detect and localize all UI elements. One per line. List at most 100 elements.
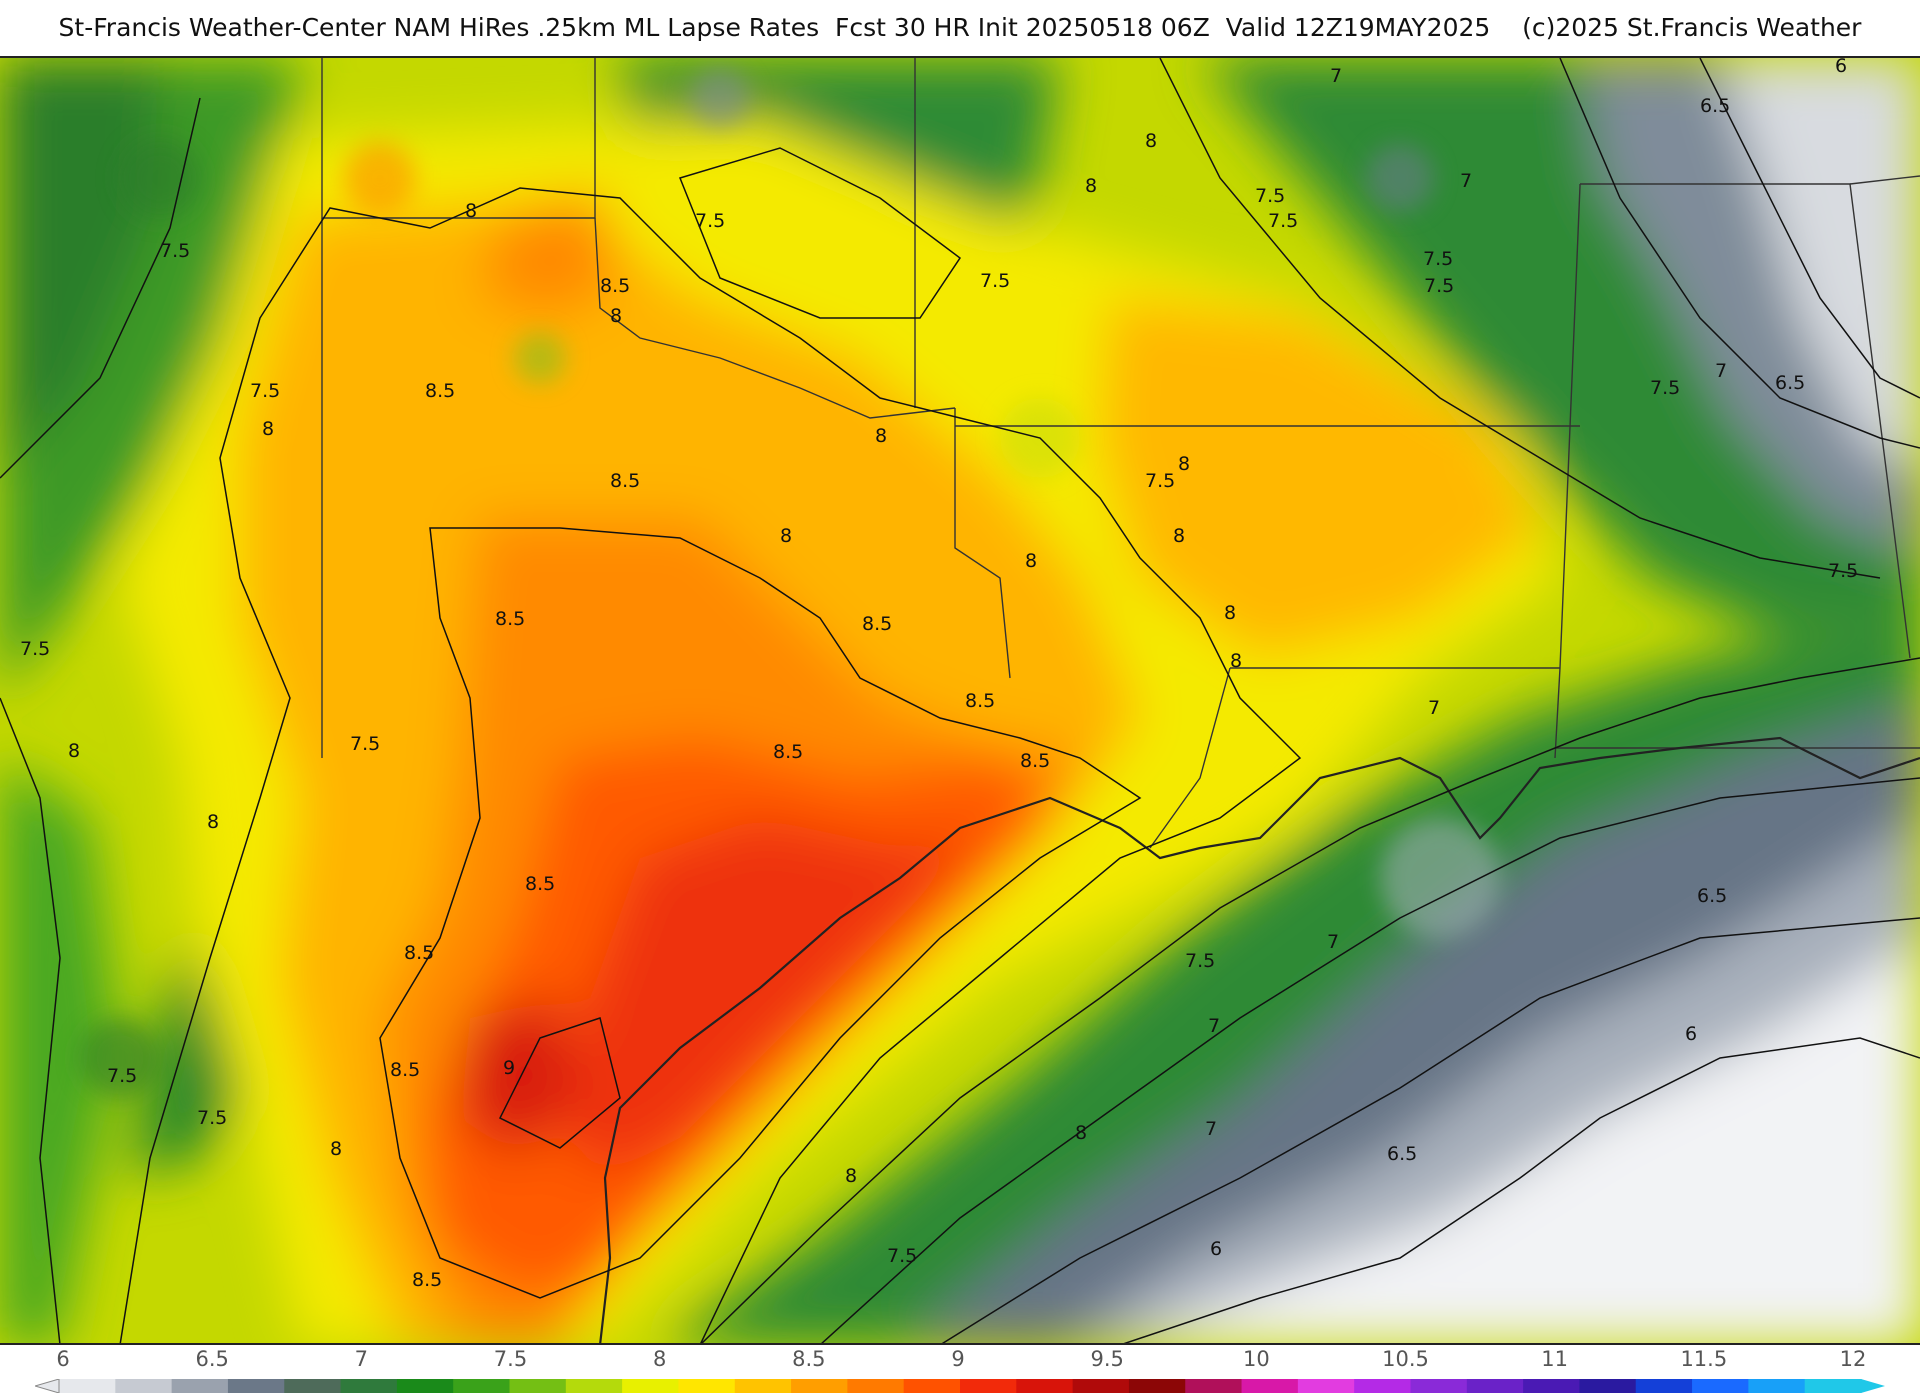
field-west-darkgreen <box>0 58 160 478</box>
contour-label: 7.5 <box>887 1245 917 1267</box>
colorbar-tick-label: 10.5 <box>1382 1347 1429 1371</box>
contour-ne-6-5 <box>1699 58 1920 399</box>
colorbar-swatch <box>1241 1379 1299 1393</box>
contour-8-5 <box>379 527 1142 1299</box>
contour-label: 7.5 <box>1828 560 1858 582</box>
speckle-6 <box>344 142 416 214</box>
speckle-1 <box>120 138 200 218</box>
colorbar-tick-label: 9 <box>951 1347 965 1371</box>
colorbar-swatch <box>453 1379 511 1393</box>
colorbar-swatch <box>509 1379 567 1393</box>
contour-label: 7 <box>1208 1015 1220 1037</box>
contour-label: 7.5 <box>1423 248 1453 270</box>
contour-gulf-6 <box>1123 1037 1920 1343</box>
contour-label: 6 <box>1835 58 1847 77</box>
boundary-panhandle <box>321 58 596 219</box>
contour-label: 7 <box>1330 65 1342 87</box>
contour-label: 6.5 <box>1387 1143 1417 1165</box>
colorbar-swatch <box>1748 1379 1806 1393</box>
contour-label: 8 <box>1085 175 1097 197</box>
contour-label: 7.5 <box>197 1107 227 1129</box>
contour-label: 6.5 <box>1775 372 1805 394</box>
speckle-2 <box>514 332 566 384</box>
contour-label: 8 <box>780 525 792 547</box>
contour-label: 9 <box>503 1057 515 1079</box>
contour-label: 7.5 <box>160 240 190 262</box>
contour-label: 8.5 <box>525 873 555 895</box>
contour-label: 7 <box>1205 1118 1217 1140</box>
colorbar-swatch <box>1016 1379 1074 1393</box>
contour-label: 7.5 <box>1268 210 1298 232</box>
field-north-orange <box>480 188 620 318</box>
contour-label: 7.5 <box>350 733 380 755</box>
boundary-tx-la <box>1149 667 1231 849</box>
contour-label: 7.5 <box>1255 185 1285 207</box>
contour-label: 8 <box>875 425 887 447</box>
colorbar-strip <box>35 1379 1885 1393</box>
colorbar-swatch <box>1410 1379 1468 1393</box>
contour-gulf-7 <box>821 777 1920 1343</box>
gulf-coastline <box>599 736 1920 1343</box>
contour-label: 8 <box>465 200 477 222</box>
colorbar-tick-label: 8.5 <box>792 1347 826 1371</box>
colorbar-swatch <box>565 1379 623 1393</box>
colorbar-tick-label: 11 <box>1541 1347 1569 1371</box>
speckle-3 <box>690 68 750 128</box>
colorbar-swatch <box>1692 1379 1749 1393</box>
contour-label: 7 <box>1460 170 1472 192</box>
colorbar-swatch <box>1635 1379 1693 1393</box>
contour-label: 8.5 <box>773 741 803 763</box>
contour-label: 8 <box>1075 1122 1087 1144</box>
state-boundaries <box>321 58 1920 849</box>
contour-ne-7 <box>1559 58 1920 449</box>
contour-label: 6.5 <box>1697 885 1727 907</box>
colorbar-swatch <box>59 1379 116 1393</box>
colorbar-swatch <box>1128 1379 1186 1393</box>
contour-label: 8.5 <box>862 613 892 635</box>
contour-label: 7.5 <box>980 270 1010 292</box>
contour-label: 8 <box>262 418 274 440</box>
colorbar-swatch <box>847 1379 905 1393</box>
contour-label: 7.5 <box>250 380 280 402</box>
colorbar-swatch <box>171 1379 229 1393</box>
contour-nw-7-5 <box>0 97 201 479</box>
boundary-ga <box>1849 175 1920 185</box>
colorbar-swatch <box>960 1379 1017 1393</box>
lapse-rate-map: 7.5 7 6.5 6 8 8.5 7.5 8 8.5 8 7.5 8 8 8.5 8 8.5 8.5 8.5 8.… <box>0 56 1920 1343</box>
colorbar-max-arrow <box>1861 1379 1885 1393</box>
field-northeast-light <box>1720 58 1920 478</box>
colorbar-swatch <box>1072 1379 1130 1393</box>
contour-gulf-6-5 <box>941 917 1920 1343</box>
colorbar-swatch <box>115 1379 173 1393</box>
lapse-rate-field <box>0 58 1920 1343</box>
contour-label: 7.5 <box>695 210 725 232</box>
contour-label: 8 <box>1230 650 1242 672</box>
colorbar-tick-label: 8 <box>652 1347 667 1371</box>
contour-label: 6 <box>1685 1023 1697 1045</box>
contour-label: 7 <box>1428 697 1440 719</box>
contour-label: 8.5 <box>965 690 995 712</box>
contour-label: 8.5 <box>1020 750 1050 772</box>
contour-gulf-7-5 <box>700 657 1920 1343</box>
colorbar-swatch <box>1579 1379 1637 1393</box>
colorbar-tick-label: 10 <box>1242 1347 1270 1371</box>
boundary-ok-ar <box>954 408 1011 679</box>
colorbar-tick-label: 7 <box>354 1347 369 1371</box>
colorbar-swatch <box>622 1379 680 1393</box>
speckle-7 <box>80 1018 160 1098</box>
contour-label: 8 <box>68 740 80 762</box>
colorbar-swatch <box>340 1379 398 1393</box>
contour-label: 7.5 <box>107 1065 137 1087</box>
contour-8 <box>119 187 1302 1343</box>
contour-label: 8 <box>1178 453 1190 475</box>
speckle-4 <box>1366 144 1434 212</box>
contour-label: 8.5 <box>412 1269 442 1291</box>
boundary-red-river <box>594 217 956 419</box>
contour-label: 7.5 <box>1145 470 1175 492</box>
contour-label: 6 <box>1210 1238 1222 1260</box>
contour-label: 7 <box>1715 360 1727 382</box>
colorbar-swatch <box>678 1379 736 1393</box>
contour-label: 8 <box>1025 550 1037 572</box>
